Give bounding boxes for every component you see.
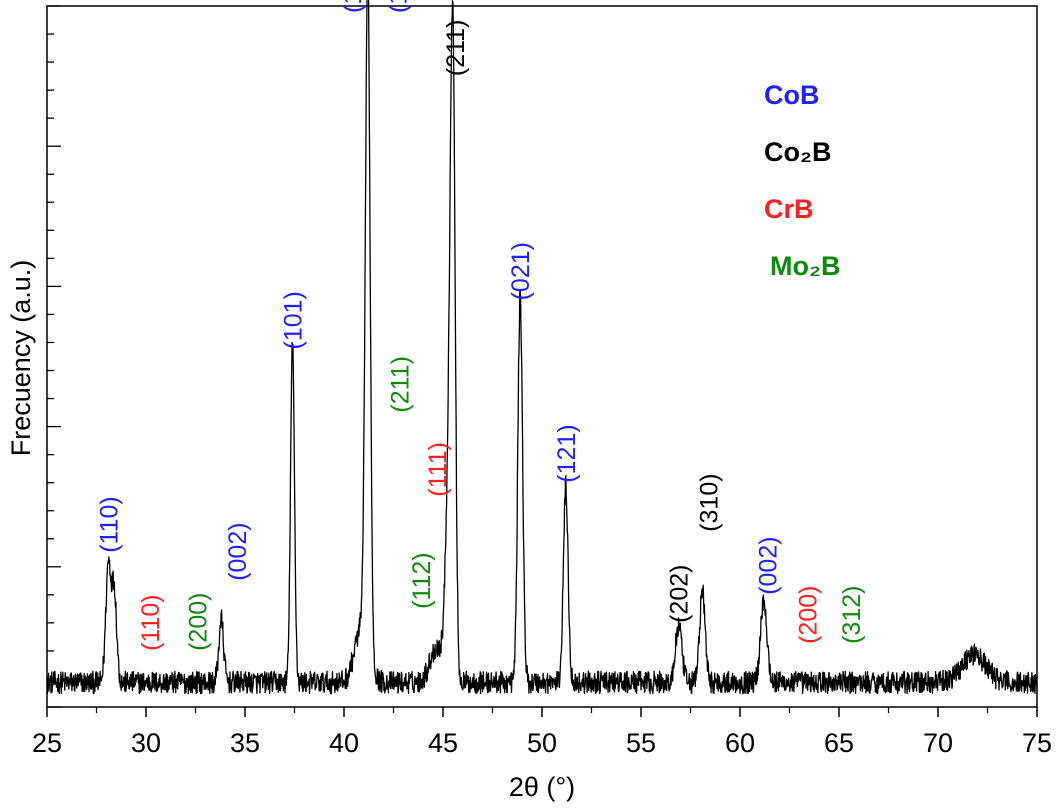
peak-label: (211)	[386, 356, 414, 413]
peak-annotations: (110) (110) (200) (002) (101) (111) (120) (211)…	[95, 0, 866, 651]
x-tick-label: 75	[1022, 728, 1052, 758]
peak-label: (121)	[553, 424, 581, 482]
peak-label: (110)	[95, 496, 123, 553]
x-tick-label: 35	[230, 728, 260, 758]
x-tick-label: 30	[131, 728, 161, 758]
xrd-pattern-line	[46, 0, 1038, 695]
legend: CoB Co₂B CrB Mo₂B	[764, 80, 840, 281]
peak-label: (211)	[442, 20, 470, 77]
peak-label: (200)	[794, 586, 822, 644]
x-tick-label: 70	[923, 728, 953, 758]
peak-label: (111)	[339, 0, 367, 13]
peak-label: (101)	[280, 291, 308, 349]
peak-label: (312)	[838, 586, 866, 644]
x-tick-label: 50	[527, 728, 557, 758]
x-tick-label: 60	[725, 728, 755, 758]
x-tick-label: 40	[329, 728, 359, 758]
x-tick-label: 55	[626, 728, 656, 758]
peak-label: (202)	[666, 565, 694, 623]
peak-label: (002)	[224, 522, 252, 580]
peak-label: (021)	[507, 242, 535, 300]
legend-item: Mo₂B	[770, 251, 840, 281]
legend-item: CoB	[764, 80, 820, 110]
x-axis-title: 2θ (°)	[509, 772, 575, 802]
legend-item: Co₂B	[764, 137, 832, 167]
x-tick-label: 45	[428, 728, 458, 758]
legend-item: CrB	[764, 194, 814, 224]
y-axis-ticks	[47, 5, 61, 708]
peak-label: (200)	[185, 593, 213, 651]
peak-label: (111)	[424, 442, 452, 497]
peak-label: (310)	[695, 473, 723, 531]
y-axis-title: Frecuency (a.u.)	[6, 260, 36, 457]
x-axis-ticks: 25 30 35 40 45 50 55 60 65 70 75	[32, 707, 1052, 758]
peak-label: (120)	[385, 0, 413, 13]
x-tick-label: 25	[32, 728, 62, 758]
peak-label: (110)	[137, 594, 165, 651]
peak-label: (112)	[408, 552, 436, 609]
x-tick-label: 65	[824, 728, 854, 758]
peak-label: (002)	[755, 536, 783, 594]
